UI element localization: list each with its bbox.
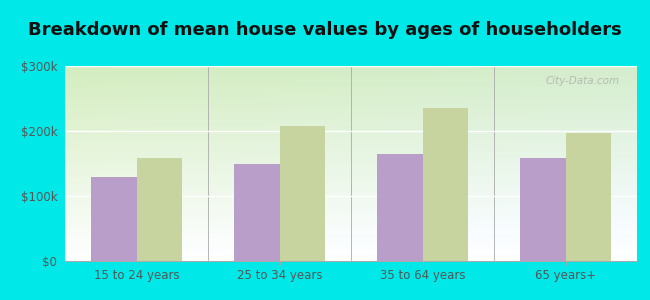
Bar <box>91 176 136 261</box>
Bar <box>136 158 182 261</box>
Bar <box>422 108 468 261</box>
Bar <box>377 154 423 261</box>
Bar <box>520 158 566 261</box>
Text: Breakdown of mean house values by ages of householders: Breakdown of mean house values by ages o… <box>28 21 622 39</box>
Bar <box>280 127 325 261</box>
Bar <box>566 133 611 261</box>
Bar <box>234 164 280 261</box>
Text: City-Data.com: City-Data.com <box>546 76 620 86</box>
